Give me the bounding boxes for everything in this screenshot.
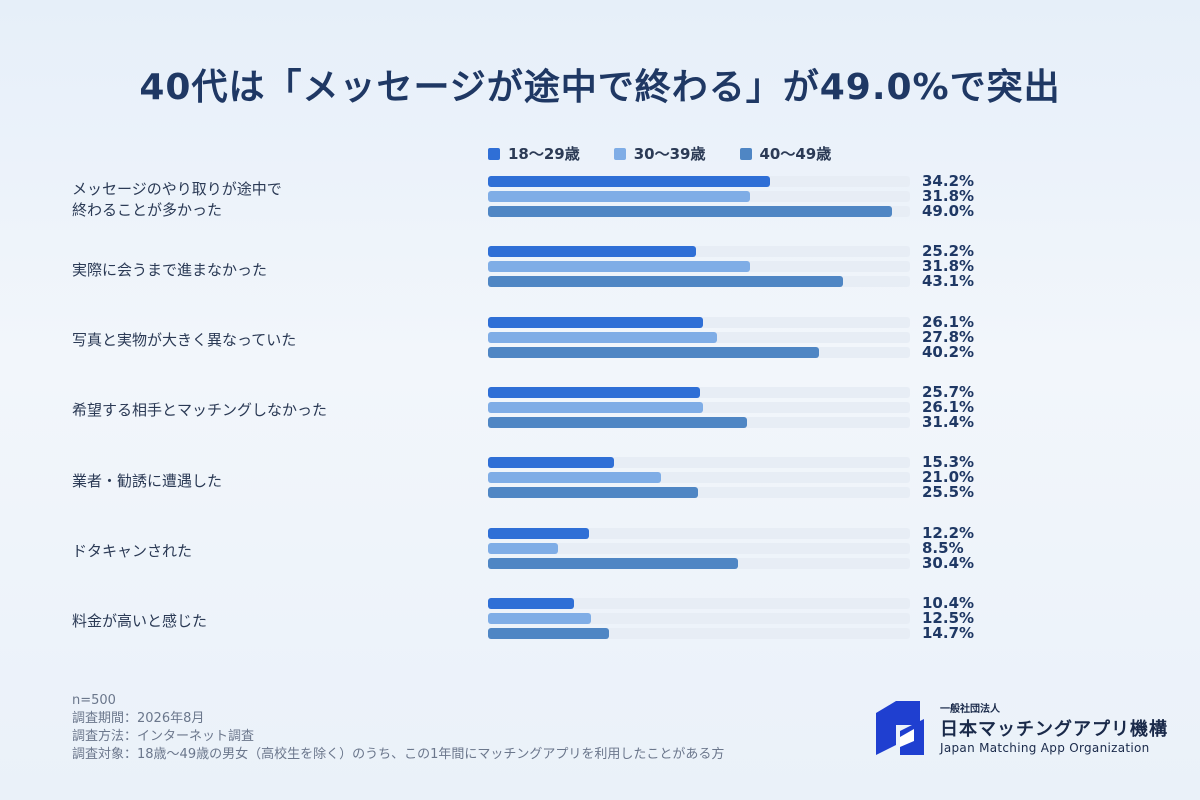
org-type-label: 一般社団法人 [940, 704, 1000, 715]
category-label: 写真と実物が大きく異なっていた [72, 331, 297, 350]
org-name: 日本マッチングアプリ機構 [940, 719, 1168, 740]
bar-18-29 [488, 316, 704, 328]
value-label: 30.4% [922, 553, 975, 572]
value-label: 12.2% [922, 523, 975, 542]
bar-track [488, 246, 910, 258]
organization-block: 一般社団法人 日本マッチングアプリ機構 Japan Matching App O… [876, 700, 1168, 755]
category-label: 業者・勧誘に遭遇した [72, 471, 223, 490]
value-label: 43.1% [922, 272, 975, 291]
value-label: 8.5% [922, 538, 964, 557]
bar-30-39 [488, 612, 591, 624]
bar-30-39 [488, 472, 662, 484]
value-label: 26.1% [922, 397, 975, 416]
bar-track [488, 612, 910, 624]
bar-30-39 [488, 331, 718, 343]
legend-label-18-29: 18〜29歳 [508, 145, 580, 163]
bar-track [488, 457, 910, 469]
bar-18-29 [488, 246, 696, 258]
bar-18-29 [488, 176, 770, 187]
legend-swatch-30-39 [613, 147, 626, 160]
legend-swatch-18-29 [488, 147, 500, 160]
bar-track [488, 542, 910, 554]
bar-18-29 [488, 597, 574, 609]
bar-40-49 [488, 276, 844, 288]
bar-30-39 [488, 401, 704, 413]
value-label: 31.4% [922, 412, 975, 431]
bar-track [488, 597, 910, 609]
bar-30-39 [488, 542, 559, 554]
category-label: ドタキャンされた [72, 542, 193, 560]
chart-title: 40代は「メッセージが途中で終わる」が49.0%で突出 [139, 67, 1061, 108]
bar-40-49 [488, 557, 739, 569]
value-label: 26.1% [922, 312, 975, 331]
bar-30-39 [488, 191, 751, 202]
category-label: 希望する相手とマッチングしなかった [72, 401, 328, 420]
value-label: 34.2% [922, 172, 975, 190]
value-label: 27.8% [922, 327, 975, 346]
value-label: 40.2% [922, 342, 975, 361]
value-label: 15.3% [922, 453, 975, 472]
bar-track [488, 472, 910, 484]
bar-track [488, 487, 910, 499]
legend-swatch-40-49 [739, 147, 752, 160]
survey-footnote: n=500 調査期間：2026年8月 調査方法：インターネット調査 調査対象：1… [72, 692, 724, 764]
value-label: 14.7% [922, 623, 975, 642]
chart-legend: 18〜29歳 30〜39歳 40〜49歳 [488, 143, 831, 164]
legend-item-18-29: 18〜29歳 [488, 143, 580, 164]
value-label: 49.0% [922, 202, 975, 220]
value-label: 21.0% [922, 468, 975, 487]
org-english-name: Japan Matching App Organization [940, 741, 1150, 755]
bar-40-49 [488, 627, 610, 639]
legend-label-40-49: 40〜49歳 [759, 145, 832, 163]
value-label: 25.5% [922, 483, 975, 502]
bar-30-39 [488, 261, 751, 273]
bar-40-49 [488, 206, 892, 217]
value-label: 31.8% [922, 257, 975, 276]
footnote-target: 調査対象：18歳〜49歳の男女（高校生を除く）のうち、この1年間にマッチングアプ… [72, 747, 725, 762]
bar-18-29 [488, 457, 615, 469]
category-label: メッセージのやり取りが途中で 終わることが多かった [72, 180, 282, 219]
category-label: 実際に会うまで進まなかった [72, 260, 268, 279]
footnote-sample-size: n=500 [72, 693, 116, 708]
bar-18-29 [488, 527, 589, 539]
value-label: 25.2% [922, 242, 975, 261]
org-logo-icon [876, 700, 924, 755]
value-label: 10.4% [922, 593, 975, 612]
legend-item-30-39: 30〜39歳 [613, 143, 706, 164]
bar-track [488, 627, 910, 639]
footnote-period: 調査期間：2026年8月 [72, 711, 205, 726]
value-label: 25.7% [922, 382, 975, 401]
bar-track [488, 527, 910, 539]
legend-item-40-49: 40〜49歳 [739, 143, 832, 164]
bar-40-49 [488, 346, 820, 358]
bar-18-29 [488, 386, 700, 398]
bar-40-49 [488, 487, 699, 499]
legend-label-30-39: 30〜39歳 [633, 145, 706, 163]
value-label: 12.5% [922, 608, 975, 627]
bar-40-49 [488, 416, 747, 428]
footnote-method: 調査方法：インターネット調査 [72, 729, 255, 744]
value-label: 31.8% [922, 187, 975, 205]
category-label: 料金が高いと感じた [72, 612, 208, 631]
